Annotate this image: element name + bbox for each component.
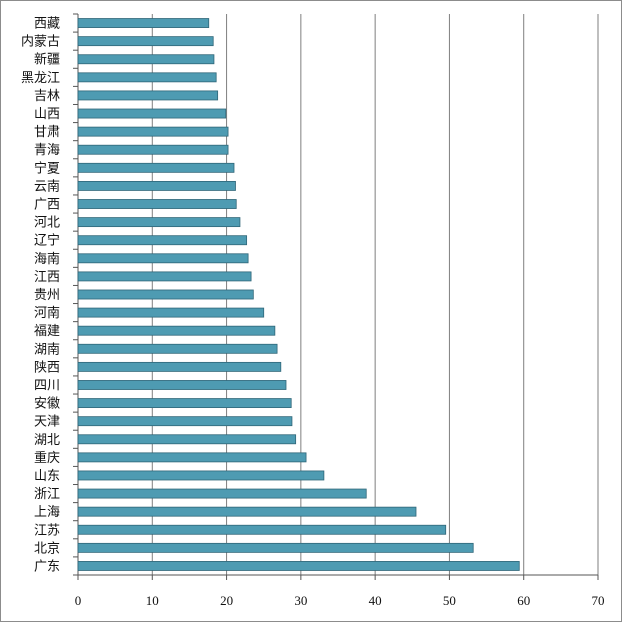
bar (77, 108, 227, 119)
category-label: 安徽 (34, 397, 60, 412)
x-tick-label: 10 (146, 593, 159, 608)
bar (77, 126, 229, 137)
bar (77, 488, 367, 499)
bar (77, 470, 325, 481)
category-label: 广东 (34, 559, 60, 574)
bar (77, 325, 276, 336)
category-label: 浙江 (34, 487, 60, 502)
bar (77, 524, 447, 535)
category-label: 河南 (34, 305, 60, 321)
category-label: 海南 (34, 251, 60, 267)
bar (77, 144, 229, 155)
category-label: 福建 (34, 324, 60, 339)
bar (77, 271, 252, 282)
bar (77, 162, 235, 173)
bar (77, 452, 307, 463)
bar (77, 199, 237, 209)
x-tick-label: 50 (443, 593, 456, 608)
category-label: 新疆 (34, 52, 60, 68)
category-label: 上海 (34, 505, 60, 520)
bar (77, 343, 278, 354)
bar (77, 561, 520, 571)
bar (77, 235, 248, 246)
bar (77, 54, 215, 65)
category-label: 辽宁 (34, 233, 60, 249)
x-tick-label: 0 (75, 593, 82, 608)
category-label: 云南 (34, 178, 60, 194)
category-label: 甘肃 (34, 125, 60, 140)
bar (77, 90, 219, 101)
category-label: 湖南 (34, 341, 60, 357)
category-label: 湖北 (34, 433, 60, 448)
bar (77, 361, 282, 372)
x-tick-label: 40 (369, 593, 382, 608)
category-label: 青海 (34, 143, 60, 158)
category-label: 内蒙古 (21, 34, 60, 50)
category-label: 重庆 (34, 450, 60, 466)
category-label: 山东 (34, 469, 60, 484)
bar (77, 180, 236, 191)
category-label: 北京 (34, 541, 60, 556)
bar (77, 36, 214, 47)
category-label: 山西 (34, 107, 60, 122)
bar (77, 416, 293, 427)
category-label: 江苏 (34, 522, 60, 538)
bar (77, 307, 265, 318)
bar (77, 398, 292, 409)
bar (77, 72, 217, 83)
bar (77, 217, 241, 228)
category-label: 广西 (34, 198, 60, 213)
bar (77, 434, 297, 445)
x-tick-label: 30 (294, 593, 307, 608)
category-label: 吉林 (34, 89, 60, 104)
category-label: 贵州 (34, 288, 60, 303)
category-label: 河北 (34, 216, 60, 231)
bar (77, 18, 210, 28)
bar (77, 506, 417, 517)
category-label: 江西 (34, 270, 60, 285)
x-tick-label: 70 (592, 593, 605, 608)
category-label: 宁夏 (34, 160, 60, 176)
bar (77, 380, 287, 390)
category-label: 陕西 (34, 360, 60, 375)
category-label: 天津 (34, 415, 60, 430)
bar (77, 542, 474, 553)
category-label: 西藏 (34, 17, 60, 32)
category-label: 四川 (34, 378, 60, 393)
x-tick-label: 60 (517, 593, 530, 608)
bar (77, 253, 249, 264)
x-tick-label: 20 (220, 593, 233, 608)
bar (77, 289, 254, 300)
category-label: 黑龙江 (21, 71, 60, 86)
